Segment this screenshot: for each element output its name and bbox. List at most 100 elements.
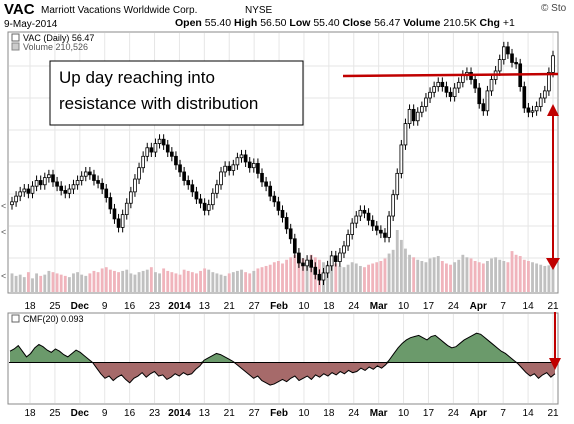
candle-body <box>374 225 379 231</box>
volume-bar <box>297 256 301 292</box>
volume-bar <box>182 269 186 292</box>
quote-close: Close 56.47 <box>342 17 401 29</box>
exchange-name: NYSE <box>245 5 273 16</box>
volume-bar <box>399 239 403 292</box>
candle-body <box>10 201 14 206</box>
candle-body <box>514 62 518 65</box>
legend-box-volume <box>11 42 20 51</box>
volume-bar <box>158 273 161 292</box>
volume-bar <box>506 262 510 292</box>
x-tick-label: Apr <box>470 408 487 419</box>
quote-chg: Chg +1 <box>479 17 515 29</box>
candle-body <box>124 202 129 216</box>
candle-body <box>88 171 92 176</box>
volume-bar <box>26 272 30 292</box>
volume-bar <box>133 274 137 292</box>
volume-bar <box>276 261 280 292</box>
volume-bar <box>199 270 202 292</box>
x-tick-label: Dec <box>71 301 90 312</box>
quote-open: Open 55.40 <box>175 17 232 29</box>
volume-bar <box>379 261 383 292</box>
volume-bar <box>412 257 416 292</box>
candle-body <box>510 53 514 63</box>
candle-body <box>420 106 424 113</box>
candle-body <box>415 111 420 122</box>
candle-body <box>51 174 55 183</box>
volume-bar <box>465 257 469 292</box>
volume-bar <box>215 273 219 292</box>
x-tick-label: 24 <box>448 301 460 312</box>
volume-bar <box>342 267 346 292</box>
volume-bar <box>137 272 141 292</box>
quote-high: High 56.50 <box>233 17 287 29</box>
candle-body <box>432 86 436 93</box>
x-tick-label: 21 <box>547 408 559 419</box>
volume-bar <box>203 268 207 292</box>
volume-bar <box>383 258 387 292</box>
candle-body <box>338 252 342 262</box>
volume-bar <box>47 270 51 292</box>
volume-bar <box>141 270 145 292</box>
candle-body <box>227 165 232 171</box>
x-tick-label: Mar <box>370 301 388 312</box>
x-tick-label: 13 <box>199 408 211 419</box>
volume-bar <box>207 269 211 292</box>
x-tick-label: 14 <box>523 408 535 419</box>
candle-body <box>424 97 428 107</box>
volume-bar <box>170 272 174 292</box>
volume-bar <box>252 270 256 292</box>
candle-body <box>211 192 215 206</box>
stockcharts-logo: © Sto <box>541 3 567 14</box>
candle-body <box>22 188 27 193</box>
candle-body <box>260 172 264 183</box>
candle-body <box>313 266 318 275</box>
candle-body <box>284 217 289 230</box>
x-axis-labels-price: 18 25 Dec 9 16 23 2014 13 21 27 Feb 10 18 24 Mar 10 17 24… <box>24 301 559 312</box>
x-tick-label: 18 <box>323 408 335 419</box>
volume-bar <box>190 272 194 292</box>
x-tick-label: 16 <box>124 301 136 312</box>
candle-body <box>235 157 240 166</box>
volume-bar <box>526 261 530 292</box>
candle-body <box>38 180 43 186</box>
volume-bar <box>498 259 502 292</box>
candle-body <box>403 123 408 146</box>
x-tick-label: 21 <box>547 301 559 312</box>
volume-bar <box>293 254 297 292</box>
candle-body <box>272 195 277 203</box>
volume-bar <box>428 258 432 292</box>
volume-legend: Volume 210,526 <box>23 42 88 52</box>
candle-body <box>133 178 137 193</box>
volume-bar <box>305 261 309 292</box>
candle-body <box>428 91 432 99</box>
candle-body <box>379 229 383 234</box>
company-name: Marriott Vacations Worldwide Corp. <box>41 5 198 16</box>
volume-bar <box>39 275 43 292</box>
candle-body <box>542 90 547 99</box>
x-tick-label: 16 <box>124 408 136 419</box>
candle-body <box>67 188 72 194</box>
candle-body <box>452 87 457 97</box>
candle-body <box>100 182 104 190</box>
cmf-legend: CMF(20) 0.093 <box>23 314 84 324</box>
volume-bar <box>375 262 379 292</box>
volume-bar <box>518 256 522 292</box>
x-tick-label: 24 <box>348 301 360 312</box>
candle-body <box>18 191 23 197</box>
volume-bar <box>92 270 96 292</box>
candle-body <box>358 209 363 217</box>
x-tick-label: 10 <box>398 408 410 419</box>
volume-bar <box>166 270 170 292</box>
volume-bar <box>420 261 424 292</box>
volume-bar <box>272 262 276 292</box>
volume-bar <box>108 269 112 292</box>
volume-bar <box>84 275 88 292</box>
candle-body <box>276 201 281 211</box>
candle-body <box>342 245 346 254</box>
volume-bar <box>436 256 440 292</box>
x-tick-label: Feb <box>270 408 288 419</box>
x-tick-label: 13 <box>199 301 211 312</box>
volume-bar <box>449 264 452 292</box>
candle-body <box>165 144 170 153</box>
